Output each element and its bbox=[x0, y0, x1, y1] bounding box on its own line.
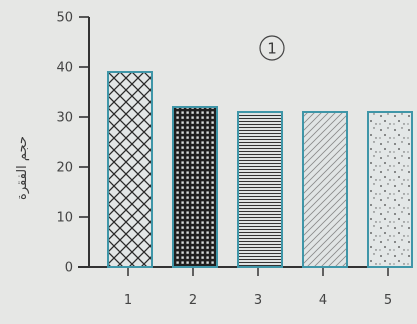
y-axis-title: حجم الفقرة bbox=[15, 136, 30, 200]
figure-number-badge: 1 bbox=[259, 35, 285, 61]
x-tick-label: 5 bbox=[384, 293, 392, 308]
y-tick-label: 10 bbox=[56, 211, 73, 226]
y-tick-label: 50 bbox=[56, 11, 73, 26]
bar-1 bbox=[107, 71, 153, 268]
x-tick-label: 1 bbox=[124, 293, 132, 308]
y-tick-label: 40 bbox=[56, 61, 73, 76]
bar-2 bbox=[172, 106, 218, 268]
bars bbox=[107, 71, 413, 268]
figure-number-text: 1 bbox=[267, 40, 277, 58]
x-tick-label: 3 bbox=[254, 293, 262, 308]
y-tick-label: 30 bbox=[56, 111, 73, 126]
axes: 0 10 20 30 40 50 1 2 3 4 5 bbox=[56, 11, 410, 308]
bar-3 bbox=[237, 111, 283, 268]
bar-4 bbox=[302, 111, 348, 268]
y-tick-label: 0 bbox=[65, 261, 73, 276]
x-tick-label: 4 bbox=[319, 293, 327, 308]
x-tick-label: 2 bbox=[189, 293, 197, 308]
y-tick-label: 20 bbox=[56, 161, 73, 176]
bar-5 bbox=[367, 111, 413, 268]
